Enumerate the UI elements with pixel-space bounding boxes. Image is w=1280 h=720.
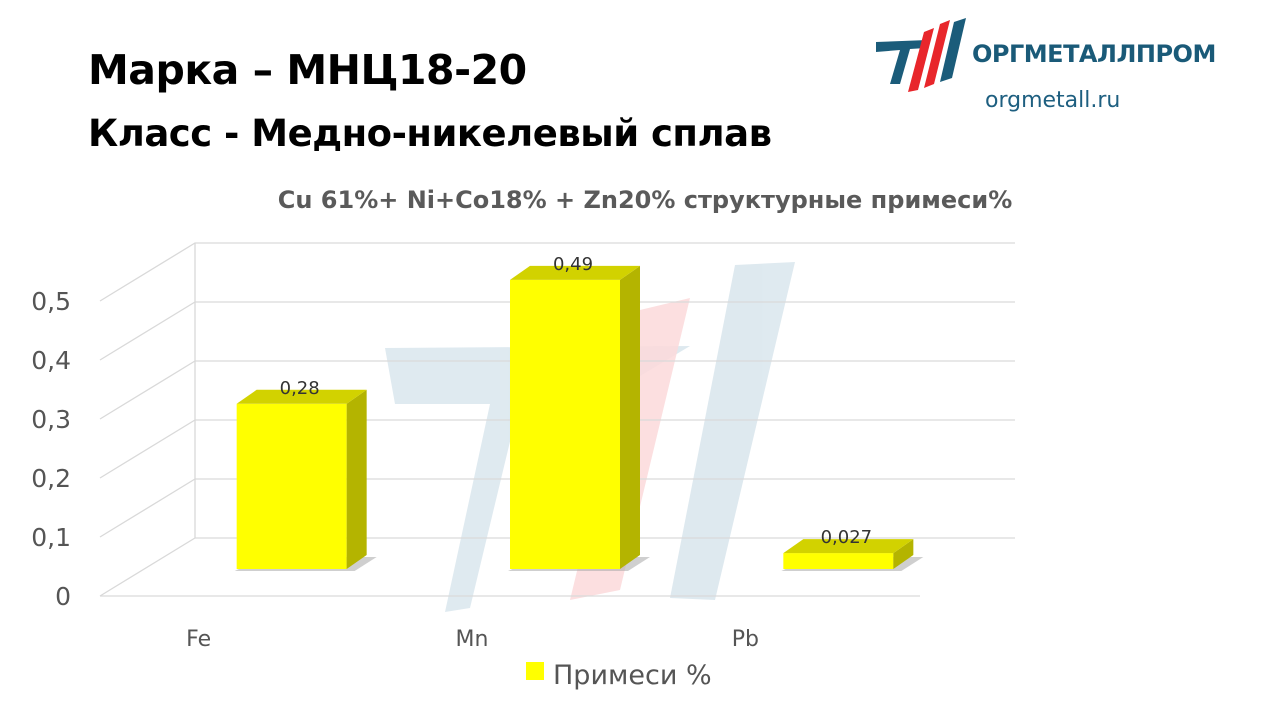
category-label: Fe: [186, 627, 211, 652]
bar-top: [510, 265, 640, 280]
y-tick-label: 0,4: [31, 346, 71, 375]
bar-mn: [508, 265, 650, 571]
bar-side: [346, 389, 367, 569]
chart-title: Cu 61%+ Ni+Co18% + Zn20% структурные при…: [278, 186, 1013, 214]
logo-mark-icon: [876, 18, 966, 92]
category-label: Pb: [732, 627, 759, 652]
bar-fe: [234, 389, 377, 571]
bar-top: [236, 389, 367, 404]
legend-swatch: [526, 662, 544, 680]
y-tick-label: 0,1: [31, 523, 71, 552]
y-tick-label: 0: [55, 582, 71, 611]
data-label: 0,28: [280, 378, 320, 399]
legend-label: Примеси %: [553, 660, 712, 691]
legend: Примеси %: [526, 660, 712, 691]
bar-pb: [781, 539, 924, 571]
bar-front: [236, 403, 347, 569]
data-label: 0,027: [821, 527, 873, 548]
bar-top: [783, 539, 914, 554]
bar-front: [783, 553, 894, 569]
y-tick-label: 0,3: [31, 405, 71, 434]
grade-title: Марка – МНЦ18-20: [88, 46, 527, 94]
y-tick-label: 0,5: [31, 287, 71, 316]
data-label: 0,49: [553, 254, 593, 275]
site-url[interactable]: orgmetall.ru: [985, 88, 1121, 113]
bar-front: [510, 279, 620, 569]
bar-side: [620, 265, 640, 569]
y-tick-label: 0,2: [31, 464, 71, 493]
company-logo[interactable]: ОРГМЕТАЛЛПРОМ orgmetall.ru: [868, 18, 1248, 118]
class-title: Класс - Медно-никелевый сплав: [88, 112, 772, 155]
bar-side: [893, 539, 914, 569]
logo-name: ОРГМЕТАЛЛПРОМ: [972, 40, 1216, 68]
category-label: Mn: [456, 627, 489, 652]
